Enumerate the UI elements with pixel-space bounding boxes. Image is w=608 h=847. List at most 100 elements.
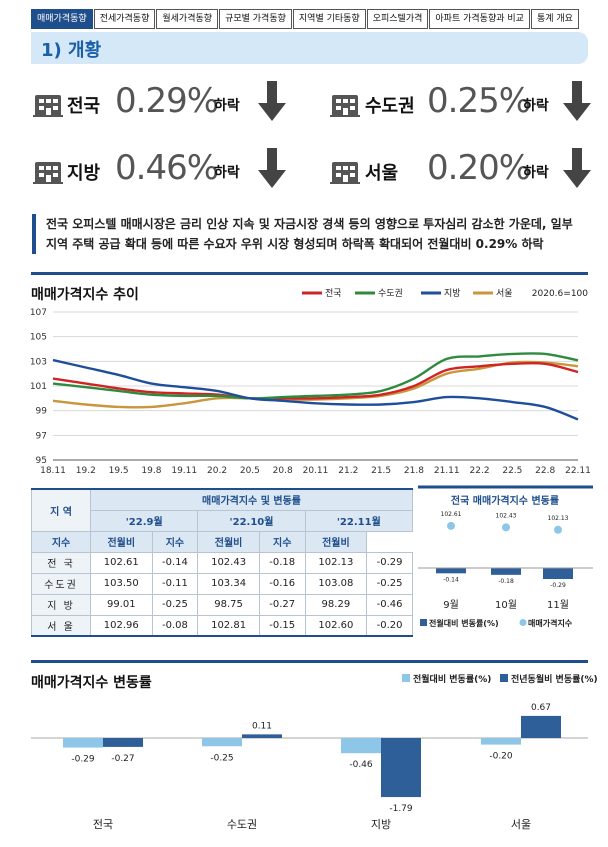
section-header: 1) 개황: [31, 32, 588, 64]
table-row: 서 울 102.96 -0.08 102.81 -0.15 102.60 -0.20: [30, 614, 413, 637]
summary-direction: 하락: [523, 165, 549, 181]
bar-1: [103, 738, 143, 747]
legend-label: 전월대비 변동률(%): [413, 673, 491, 685]
y-tick-label: 103: [30, 357, 47, 367]
summary-value: 0.20%: [427, 148, 531, 188]
down-arrow-icon: [258, 81, 286, 121]
legend-label: 전년동월비 변동률(%): [511, 673, 598, 685]
legend-swatch: [519, 619, 527, 626]
note-line-2: 지역 주택 공급 확대 등에 따른 수요자 우위 시장 형성되며 하락폭 확대되…: [46, 237, 544, 251]
summary-note: 전국 오피스텔 매매시장은 금리 인상 지속 및 자금시장 경색 등의 영향으로…: [32, 214, 592, 254]
line-chart-title: 매매가격지수 추이: [31, 287, 139, 303]
y-tick-label: 105: [30, 333, 47, 343]
summary-value: 0.25%: [427, 81, 531, 121]
rate-label: -0.18: [498, 578, 514, 585]
table-cell: -0.18: [258, 551, 306, 574]
bar-0: [202, 738, 242, 747]
series-line-1: [52, 352, 579, 400]
legend-swatch: [500, 674, 508, 682]
x-tick-label: 20.11: [303, 466, 329, 476]
region-header: 지 역: [30, 488, 92, 532]
index-label: 102.61: [441, 511, 462, 518]
x-tick-label: 19.8: [141, 466, 161, 476]
bar-0: [63, 738, 103, 748]
index-point: [554, 525, 562, 534]
bar-1: [381, 738, 421, 798]
rate-label: -0.29: [550, 582, 566, 589]
y-tick-label: 107: [30, 308, 47, 318]
table-cell: -0.46: [366, 593, 413, 616]
series-line-0: [52, 361, 579, 400]
x-tick-label: 19.2: [76, 466, 96, 476]
row-region: 지 방: [30, 593, 92, 616]
x-tick-label: 21.2: [338, 466, 358, 476]
table-row: 전 국 102.61 -0.14 102.43 -0.18 102.13 -0.29: [30, 551, 413, 574]
table-row: 수도권 103.50 -0.11 103.34 -0.16 103.08 -0.25: [30, 572, 413, 595]
category-label: 지방: [371, 818, 391, 831]
legend-label: 전월대비 변동률(%): [429, 618, 499, 628]
index-point: [447, 521, 455, 530]
down-arrow-icon: [563, 81, 591, 121]
down-arrow-icon: [563, 148, 591, 188]
table-cell: 98.29: [304, 593, 368, 616]
data-label: 0.67: [531, 703, 551, 713]
y-tick-label: 99: [36, 407, 48, 417]
bar-chart-title: 매매가격지수 변동률: [31, 675, 152, 691]
bar-chart-top-rule: [31, 660, 588, 663]
data-label: -1.79: [389, 804, 413, 814]
building-icon: [33, 162, 63, 184]
x-tick-label: 21.8: [404, 466, 424, 476]
x-tick-label: 22.11: [565, 466, 591, 476]
data-label: -0.27: [111, 754, 134, 764]
tab-7[interactable]: 통계 개요: [530, 9, 579, 29]
rate-label: -0.14: [443, 576, 459, 583]
subcol-header: 지수: [258, 530, 306, 553]
table-cell: -0.25: [151, 593, 199, 616]
table-cell: -0.15: [258, 614, 306, 637]
tab-5[interactable]: 오피스텔가격: [366, 9, 429, 29]
row-region: 수도권: [30, 572, 92, 595]
tab-4[interactable]: 지역별 기타동향: [292, 9, 366, 29]
rate-bar: [436, 568, 466, 574]
tab-1[interactable]: 전세가격동향: [93, 9, 156, 29]
category-label: 10월: [495, 599, 517, 611]
index-label: 102.43: [496, 512, 517, 519]
legend-swatch: [402, 674, 410, 682]
table-cell: 103.08: [304, 572, 368, 595]
bar-1: [521, 715, 561, 738]
x-tick-label: 22.8: [535, 466, 555, 476]
legend-swatch: [420, 619, 427, 626]
table-cell: 99.01: [90, 593, 153, 616]
x-tick-label: 22.2: [470, 466, 490, 476]
small-chart-title: 전국 매매가격지수 변동률: [451, 494, 559, 507]
tab-2[interactable]: 월세가격동향: [156, 9, 219, 29]
table-cell: -0.16: [258, 572, 306, 595]
table-cell: -0.27: [258, 593, 306, 616]
category-label: 서울: [511, 818, 531, 831]
rate-bar: [491, 568, 521, 575]
y-tick-label: 97: [36, 431, 47, 441]
price-index-line-chart: 95 97 99 101 103 105 107 18.11 19.2 19.5 19.8 19.11…: [30, 287, 591, 476]
table-cell: -0.29: [366, 551, 413, 574]
tab-3[interactable]: 규모별 가격동향: [219, 9, 292, 29]
table-cell: 102.13: [304, 551, 368, 574]
category-label: 9월: [443, 599, 459, 611]
table-cell: 102.61: [90, 551, 153, 574]
summary-value: 0.29%: [115, 81, 219, 121]
subcol-header: 전월비: [304, 530, 368, 553]
summary-direction: 하락: [523, 98, 549, 114]
table-cell: 102.96: [90, 614, 153, 637]
data-label: -0.20: [489, 752, 513, 762]
x-tick-label: 22.5: [502, 466, 522, 476]
summary-value: 0.46%: [115, 148, 219, 188]
table-row: 지 방 99.01 -0.25 98.75 -0.27 98.29 -0.46: [30, 593, 413, 616]
x-tick-label: 18.11: [40, 466, 66, 476]
tab-6[interactable]: 아파트 가격동향과 비교: [429, 9, 530, 29]
table-title: 매매가격지수 및 변동률: [90, 488, 413, 511]
price-index-table: 지 역 매매가격지수 및 변동률 '22.9월 '22.10월 '22.11월 …: [30, 488, 414, 637]
tab-0[interactable]: 매매가격동향: [31, 9, 93, 29]
table-cell: -0.11: [151, 572, 199, 595]
nav-tabs: 매매가격동향 전세가격동향 월세가격동향 규모별 가격동향 지역별 기타동향 오피스텔가격…: [31, 9, 579, 29]
table-cell: -0.08: [151, 614, 199, 637]
period-header: '22.9월: [90, 509, 199, 532]
